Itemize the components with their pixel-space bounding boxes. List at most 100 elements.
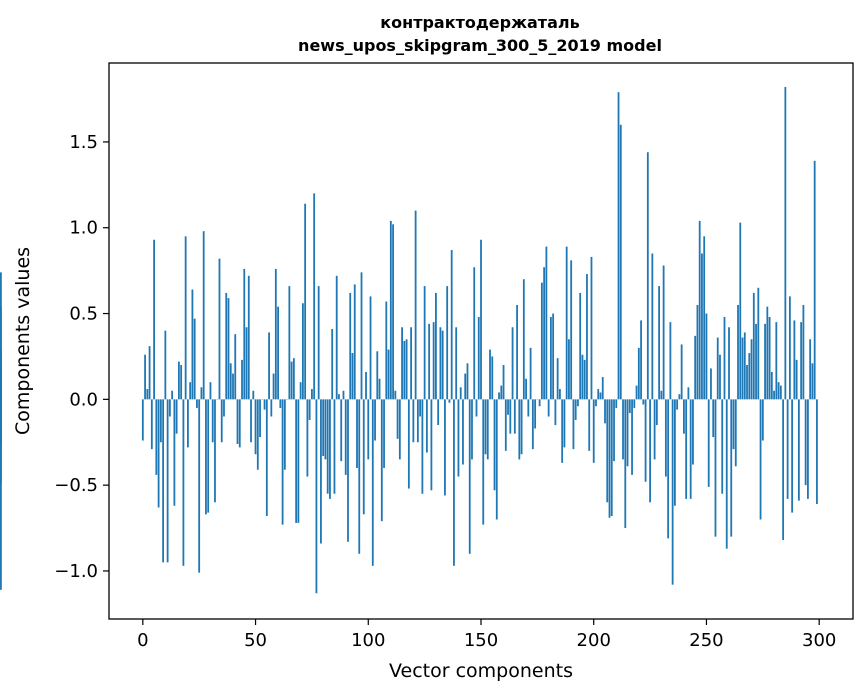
bar-242 bbox=[687, 387, 690, 400]
bar-36 bbox=[223, 399, 225, 417]
bar-215 bbox=[626, 399, 629, 467]
bar-121 bbox=[414, 210, 417, 400]
bar-278 bbox=[768, 316, 771, 400]
bar-166 bbox=[516, 304, 518, 400]
y-tick-label: 1.0 bbox=[69, 218, 98, 239]
bar-268 bbox=[746, 365, 748, 400]
bar-234 bbox=[669, 322, 672, 400]
x-tick-label: 300 bbox=[802, 630, 836, 651]
bar-83 bbox=[329, 399, 331, 499]
bar-45 bbox=[243, 268, 246, 400]
bar-203 bbox=[599, 392, 602, 400]
x-tick-label: 200 bbox=[577, 630, 611, 651]
bar-269 bbox=[748, 353, 751, 400]
bar-188 bbox=[565, 246, 568, 400]
bar-196 bbox=[583, 359, 586, 400]
bar-250 bbox=[705, 313, 708, 400]
bar-142 bbox=[462, 399, 464, 465]
chart-subtitle: news_upos_skipgram_300_5_2019 model bbox=[298, 36, 662, 55]
bar-176 bbox=[538, 399, 541, 407]
bar-116 bbox=[403, 341, 406, 400]
bar-17 bbox=[180, 365, 183, 400]
bar-125 bbox=[423, 286, 426, 400]
bar-257 bbox=[721, 399, 724, 494]
bar-228 bbox=[655, 399, 658, 426]
bar-25 bbox=[198, 399, 201, 573]
bar-126 bbox=[425, 399, 428, 453]
bar-240 bbox=[683, 399, 685, 434]
bar-71 bbox=[301, 303, 304, 400]
bar-131 bbox=[437, 399, 440, 426]
bar-111 bbox=[392, 224, 394, 400]
bar-280 bbox=[773, 390, 775, 400]
bar-173 bbox=[531, 399, 534, 450]
bar-168 bbox=[520, 399, 523, 455]
bar-26 bbox=[200, 387, 203, 400]
bar-73 bbox=[306, 399, 309, 477]
bar-72 bbox=[304, 203, 307, 400]
bar-9 bbox=[162, 399, 165, 563]
bar-50 bbox=[254, 399, 257, 455]
bar-231 bbox=[662, 265, 665, 400]
bar-98 bbox=[362, 399, 365, 515]
bar-284 bbox=[782, 399, 785, 541]
y-axis-label: Components values bbox=[12, 247, 34, 435]
bar-48 bbox=[250, 399, 252, 443]
bar-243 bbox=[689, 399, 692, 499]
bar-266 bbox=[741, 337, 744, 400]
bar-144 bbox=[466, 363, 469, 400]
bar-208 bbox=[610, 399, 613, 517]
bar-286 bbox=[786, 399, 789, 499]
bar-112 bbox=[394, 390, 397, 400]
bar-51 bbox=[256, 399, 259, 470]
bar-264 bbox=[737, 304, 739, 400]
bar-30 bbox=[209, 382, 212, 400]
bar-75 bbox=[311, 389, 313, 400]
bar-78 bbox=[317, 286, 320, 400]
bar-239 bbox=[680, 344, 683, 400]
bar-15 bbox=[175, 399, 178, 434]
bar-198 bbox=[588, 399, 591, 451]
bar-128 bbox=[430, 399, 433, 491]
bar-271 bbox=[752, 292, 755, 400]
bar-69 bbox=[297, 399, 300, 523]
bar-124 bbox=[421, 399, 424, 494]
bar-37 bbox=[225, 292, 228, 400]
bar-212 bbox=[619, 124, 622, 400]
bar-137 bbox=[450, 250, 453, 400]
bar-93 bbox=[351, 353, 354, 400]
bar-276 bbox=[764, 323, 766, 400]
bar-87 bbox=[338, 394, 340, 400]
bar-95 bbox=[356, 399, 358, 468]
bar-210 bbox=[615, 399, 618, 408]
bar-127 bbox=[428, 323, 431, 400]
x-tick-label: 100 bbox=[351, 630, 385, 651]
bar-254 bbox=[714, 399, 717, 537]
bar-159 bbox=[500, 385, 503, 400]
bar-247 bbox=[698, 220, 701, 400]
bar-74 bbox=[308, 399, 311, 420]
bar-46 bbox=[245, 327, 248, 400]
bar-248 bbox=[701, 253, 703, 400]
bar-99 bbox=[365, 371, 367, 400]
bar-161 bbox=[504, 399, 507, 451]
bar-182 bbox=[552, 313, 555, 400]
bar-136 bbox=[448, 399, 451, 403]
bar-195 bbox=[581, 354, 584, 400]
bar-133 bbox=[441, 330, 444, 400]
bar-2 bbox=[146, 389, 149, 400]
bar-84 bbox=[331, 328, 334, 400]
bar-39 bbox=[229, 363, 232, 400]
bar-297 bbox=[811, 363, 814, 400]
bar-44 bbox=[241, 359, 243, 400]
bar-160 bbox=[502, 365, 505, 400]
bar-282 bbox=[777, 382, 780, 400]
bar-101 bbox=[369, 296, 372, 400]
bar-14 bbox=[173, 399, 176, 506]
bar-209 bbox=[613, 399, 615, 462]
bar-275 bbox=[761, 399, 764, 441]
bar-135 bbox=[446, 286, 449, 400]
bar-118 bbox=[407, 399, 410, 489]
bar-206 bbox=[606, 399, 609, 503]
bar-104 bbox=[376, 351, 379, 400]
